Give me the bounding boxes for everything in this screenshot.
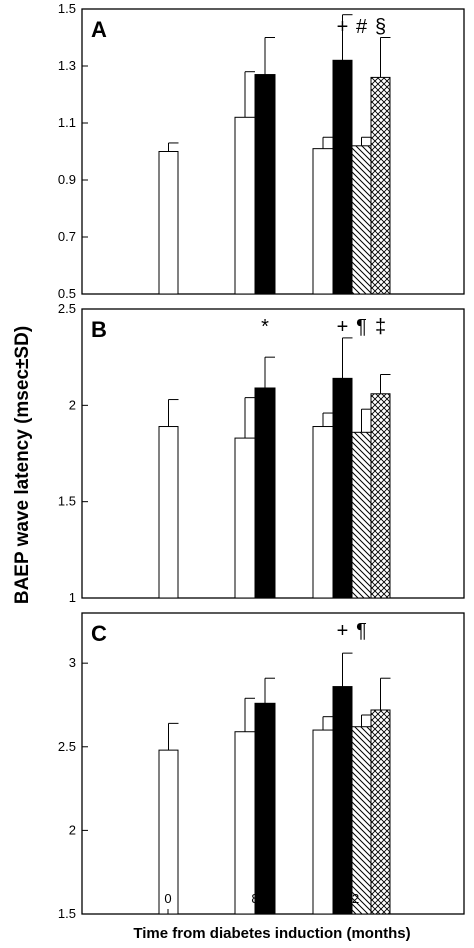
- x-tick-label: 8: [251, 891, 258, 906]
- significance-mark: +: [337, 316, 349, 338]
- error-bar: [244, 71, 255, 118]
- significance-mark: *: [261, 316, 269, 338]
- y-tick-label: 1.5: [58, 1, 76, 16]
- bar-white-t8: [234, 437, 256, 599]
- bar-crosshatched-t12: [370, 76, 391, 295]
- error-bar: [380, 37, 391, 78]
- bar-white-t12: [312, 148, 334, 295]
- y-tick-label: 3: [69, 655, 76, 670]
- bar-hatched-t12: [351, 145, 372, 295]
- y-tick-label: 2: [69, 397, 76, 412]
- bar-hatched-t12: [351, 726, 372, 915]
- bar-white-t0: [158, 749, 179, 915]
- significance-mark: +: [337, 16, 349, 38]
- error-bar: [264, 37, 275, 75]
- panel-letter: A: [91, 17, 107, 42]
- y-tick-label: 0.9: [58, 172, 76, 187]
- y-tick-label: 0.5: [58, 286, 76, 301]
- bar-white-t8: [234, 731, 256, 915]
- significance-mark: +: [337, 620, 349, 642]
- error-bar: [168, 142, 179, 152]
- bar-white-t12: [312, 426, 334, 599]
- error-bar: [322, 136, 333, 149]
- x-tick-labels: 0 8 12: [164, 891, 359, 914]
- panel-c: 1.5 2 2.5 3C + ¶: [58, 612, 465, 921]
- error-bar: [380, 374, 391, 394]
- bar-black-t12: [332, 377, 353, 599]
- panels: 0.5 0.7 0.9 1.1 1.3 1.5 A + # § 1 1.5 2 2.5 B * + ¶ ‡ 1.5 2 2…: [58, 1, 465, 921]
- bar-white-t0: [158, 426, 179, 599]
- y-tick-label: 0.7: [58, 229, 76, 244]
- x-tick-label: 12: [345, 891, 359, 906]
- y-tick-label: 2.5: [58, 739, 76, 754]
- error-bar: [342, 652, 353, 687]
- significance-mark: ‡: [375, 316, 386, 338]
- error-bar: [322, 716, 333, 731]
- bar-hatched-t12: [351, 431, 372, 599]
- error-bar: [361, 714, 372, 727]
- panel-letter: B: [91, 317, 107, 342]
- bar-white-t8: [234, 116, 256, 295]
- panel-b: 1 1.5 2 2.5 B * + ¶ ‡: [58, 301, 465, 605]
- error-bar: [244, 397, 255, 439]
- y-tick-label: 1.5: [58, 906, 76, 921]
- y-tick-label: 1: [69, 590, 76, 605]
- error-bar: [361, 136, 372, 146]
- panel-a: 0.5 0.7 0.9 1.1 1.3 1.5 A + # §: [58, 1, 465, 301]
- significance-mark: #: [356, 16, 368, 38]
- bar-black-t8: [254, 387, 276, 599]
- bar-black-t12: [332, 686, 353, 915]
- significance-mark: ¶: [356, 620, 367, 642]
- error-bar: [380, 677, 391, 710]
- bar-white-t12: [312, 729, 334, 915]
- significance-mark: §: [375, 16, 386, 38]
- x-tick-label: 0: [164, 891, 171, 906]
- error-bar: [168, 722, 179, 751]
- y-tick-label: 1.1: [58, 115, 76, 130]
- bar-white-t0: [158, 151, 179, 295]
- bar-crosshatched-t12: [370, 709, 391, 915]
- y-tick-label: 2.5: [58, 301, 76, 316]
- x-axis-title: Time from diabetes induction (months): [133, 925, 410, 942]
- error-bar: [264, 356, 275, 388]
- bar-black-t12: [332, 59, 353, 295]
- error-bar: [322, 412, 333, 427]
- y-axis-title: BAEP wave latency (msec±SD): [12, 326, 33, 604]
- bar-black-t8: [254, 74, 276, 295]
- error-bar: [264, 677, 275, 704]
- error-bar: [244, 697, 255, 732]
- error-bar: [361, 408, 372, 433]
- y-tick-label: 1.3: [58, 58, 76, 73]
- y-tick-label: 2: [69, 822, 76, 837]
- y-tick-label: 1.5: [58, 494, 76, 509]
- bar-crosshatched-t12: [370, 393, 391, 599]
- error-bar: [342, 337, 353, 379]
- error-bar: [342, 14, 353, 61]
- panel-letter: C: [91, 621, 107, 646]
- significance-mark: ¶: [356, 316, 367, 338]
- bar-black-t8: [254, 702, 276, 915]
- error-bar: [168, 399, 179, 427]
